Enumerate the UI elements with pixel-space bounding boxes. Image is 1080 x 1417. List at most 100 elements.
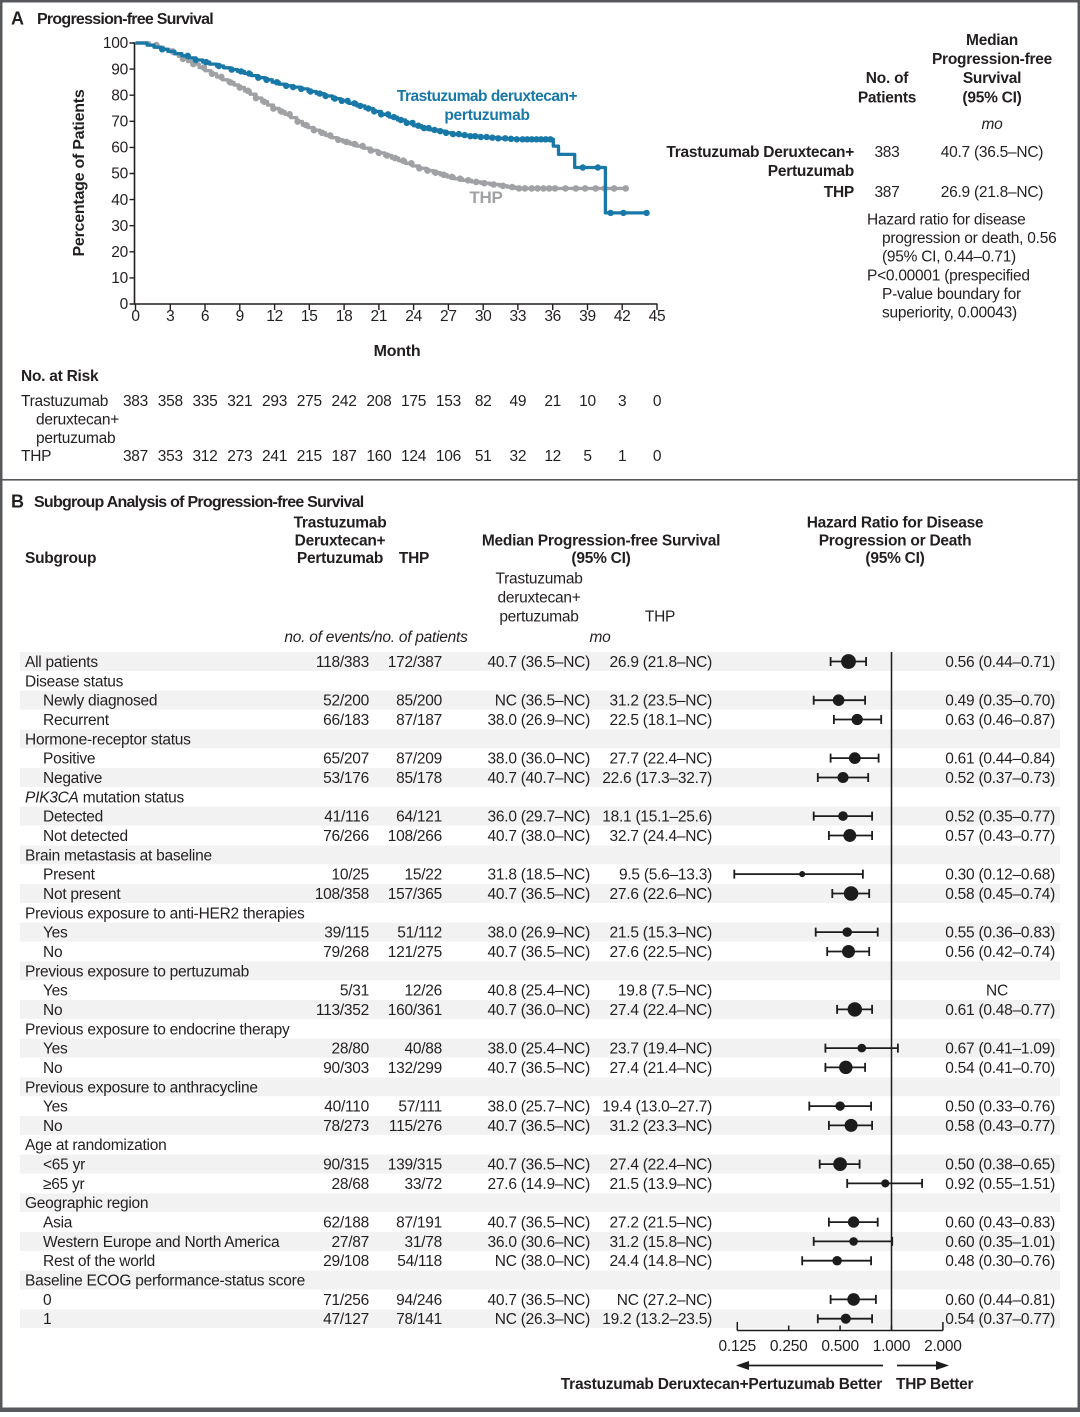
svg-text:0.49 (0.35–0.70): 0.49 (0.35–0.70) <box>945 693 1055 710</box>
svg-text:Not present: Not present <box>43 886 121 903</box>
svg-text:0.52 (0.35–0.77): 0.52 (0.35–0.77) <box>945 809 1055 826</box>
svg-text:0.125: 0.125 <box>719 1338 757 1355</box>
svg-text:Progression or Death: Progression or Death <box>819 533 972 550</box>
svg-text:40.7 (36.5–NC): 40.7 (36.5–NC) <box>488 886 591 903</box>
svg-text:38.0 (26.9–NC): 38.0 (26.9–NC) <box>488 712 591 729</box>
svg-text:215: 215 <box>297 448 322 465</box>
svg-text:0.60 (0.43–0.83): 0.60 (0.43–0.83) <box>945 1215 1055 1232</box>
svg-text:41/116: 41/116 <box>324 809 369 826</box>
svg-text:12: 12 <box>544 448 561 465</box>
svg-text:78/141: 78/141 <box>396 1311 442 1328</box>
svg-text:no. of events/no. of patients: no. of events/no. of patients <box>284 629 468 646</box>
svg-text:121/275: 121/275 <box>388 944 442 961</box>
svg-text:27.2 (21.5–NC): 27.2 (21.5–NC) <box>610 1215 713 1232</box>
svg-text:P-value boundary for: P-value boundary for <box>882 286 1021 303</box>
svg-text:113/352: 113/352 <box>316 1002 369 1019</box>
svg-text:(95% CI, 0.44–0.71): (95% CI, 0.44–0.71) <box>882 249 1016 266</box>
svg-text:115/276: 115/276 <box>389 1118 442 1135</box>
svg-text:27: 27 <box>440 308 457 325</box>
svg-text:10: 10 <box>579 393 596 410</box>
svg-text:Month: Month <box>374 343 421 360</box>
svg-text:Previous exposure to endocrine: Previous exposure to endocrine therapy <box>25 1021 290 1038</box>
svg-text:27.6 (22.6–NC): 27.6 (22.6–NC) <box>610 886 713 903</box>
svg-text:94/246: 94/246 <box>396 1292 442 1309</box>
svg-text:Baseline ECOG performance-stat: Baseline ECOG performance-status score <box>25 1273 305 1290</box>
svg-text:0.63 (0.46–0.87): 0.63 (0.46–0.87) <box>945 712 1055 729</box>
svg-text:85/200: 85/200 <box>396 693 443 710</box>
svg-text:9.5 (5.6–13.3): 9.5 (5.6–13.3) <box>619 867 712 884</box>
svg-text:0.52 (0.37–0.73): 0.52 (0.37–0.73) <box>945 770 1055 787</box>
svg-text:pertuzumab: pertuzumab <box>444 107 529 124</box>
svg-text:39/115: 39/115 <box>324 925 369 942</box>
svg-text:0.50 (0.33–0.76): 0.50 (0.33–0.76) <box>945 1099 1055 1116</box>
svg-text:mo: mo <box>981 116 1003 133</box>
svg-text:Trastuzumab Deruxtecan+Pertuzu: Trastuzumab Deruxtecan+Pertuzumab Better <box>561 1376 882 1393</box>
svg-text:31.2 (23.5–NC): 31.2 (23.5–NC) <box>610 693 713 710</box>
svg-text:242: 242 <box>332 393 357 410</box>
svg-text:superiority, 0.00043): superiority, 0.00043) <box>882 305 1017 322</box>
svg-text:50: 50 <box>111 166 128 183</box>
svg-text:0.250: 0.250 <box>770 1338 808 1355</box>
svg-text:3: 3 <box>166 308 174 325</box>
svg-text:0.48 (0.30–0.76): 0.48 (0.30–0.76) <box>945 1253 1055 1270</box>
svg-text:40/110: 40/110 <box>324 1099 369 1116</box>
svg-text:335: 335 <box>192 393 217 410</box>
svg-text:5/31: 5/31 <box>340 983 369 1000</box>
svg-text:Yes: Yes <box>43 1041 68 1058</box>
svg-text:21.5 (15.3–NC): 21.5 (15.3–NC) <box>610 925 713 942</box>
svg-text:30: 30 <box>475 308 492 325</box>
svg-text:38.0 (25.7–NC): 38.0 (25.7–NC) <box>488 1099 591 1116</box>
svg-text:0.56 (0.44–0.71): 0.56 (0.44–0.71) <box>945 654 1055 671</box>
svg-text:40.7 (36.5–NC): 40.7 (36.5–NC) <box>488 1118 591 1135</box>
svg-text:12/26: 12/26 <box>404 983 442 1000</box>
svg-text:Brain metastasis at baseline: Brain metastasis at baseline <box>25 847 212 864</box>
svg-text:40.7 (36.5–NC): 40.7 (36.5–NC) <box>488 1060 591 1077</box>
svg-text:Median Progression-free Surviv: Median Progression-free Survival <box>482 533 720 550</box>
svg-text:Percentage of Patients: Percentage of Patients <box>71 89 88 256</box>
svg-text:progression or death, 0.56: progression or death, 0.56 <box>882 230 1056 247</box>
svg-text:40.7 (36.5–NC): 40.7 (36.5–NC) <box>488 1292 591 1309</box>
svg-text:0.60 (0.35–1.01): 0.60 (0.35–1.01) <box>945 1234 1055 1251</box>
svg-text:36: 36 <box>544 308 561 325</box>
svg-text:B: B <box>11 492 24 512</box>
svg-text:312: 312 <box>192 448 217 465</box>
svg-text:6: 6 <box>201 308 209 325</box>
svg-text:No: No <box>43 944 62 961</box>
svg-text:No: No <box>43 1002 62 1019</box>
svg-text:36.0 (29.7–NC): 36.0 (29.7–NC) <box>488 809 591 826</box>
svg-text:0.57 (0.43–0.77): 0.57 (0.43–0.77) <box>945 828 1055 845</box>
svg-text:383: 383 <box>123 393 148 410</box>
svg-text:90: 90 <box>111 61 128 78</box>
svg-text:Previous exposure to anti-HER2: Previous exposure to anti-HER2 therapies <box>25 905 305 922</box>
svg-text:40: 40 <box>111 192 128 209</box>
svg-text:Trastuzumab deruxtecan+: Trastuzumab deruxtecan+ <box>397 88 578 105</box>
svg-text:70: 70 <box>111 114 128 131</box>
svg-text:38.0 (25.4–NC): 38.0 (25.4–NC) <box>488 1041 591 1058</box>
svg-text:15: 15 <box>301 308 318 325</box>
svg-text:40.8 (25.4–NC): 40.8 (25.4–NC) <box>488 983 591 1000</box>
svg-text:0.55 (0.36–0.83): 0.55 (0.36–0.83) <box>945 925 1055 942</box>
svg-text:15/22: 15/22 <box>404 867 442 884</box>
svg-text:54/118: 54/118 <box>397 1253 442 1270</box>
svg-text:pertuzumab: pertuzumab <box>499 609 578 626</box>
svg-text:273: 273 <box>227 448 252 465</box>
svg-text:23.7 (19.4–NC): 23.7 (19.4–NC) <box>610 1041 713 1058</box>
svg-text:90/315: 90/315 <box>323 1157 369 1174</box>
svg-text:Rest of the world: Rest of the world <box>43 1253 155 1270</box>
svg-text:30: 30 <box>111 218 128 235</box>
svg-text:26.9 (21.8–NC): 26.9 (21.8–NC) <box>941 184 1044 201</box>
svg-text:1: 1 <box>43 1311 51 1328</box>
svg-text:Median: Median <box>966 32 1018 49</box>
svg-text:27.6 (22.5–NC): 27.6 (22.5–NC) <box>610 944 713 961</box>
svg-text:0.54 (0.41–0.70): 0.54 (0.41–0.70) <box>945 1060 1055 1077</box>
svg-text:Detected: Detected <box>43 809 103 826</box>
svg-text:0: 0 <box>120 296 129 313</box>
svg-text:Present: Present <box>43 867 96 884</box>
svg-text:2.000: 2.000 <box>924 1338 962 1355</box>
svg-text:38.0 (26.9–NC): 38.0 (26.9–NC) <box>488 925 591 942</box>
svg-text:Previous exposure to pertuzuma: Previous exposure to pertuzumab <box>25 963 249 980</box>
svg-text:THP Better: THP Better <box>896 1376 974 1393</box>
svg-text:10/25: 10/25 <box>331 867 369 884</box>
svg-text:12: 12 <box>266 308 283 325</box>
svg-text:160/361: 160/361 <box>388 1002 442 1019</box>
